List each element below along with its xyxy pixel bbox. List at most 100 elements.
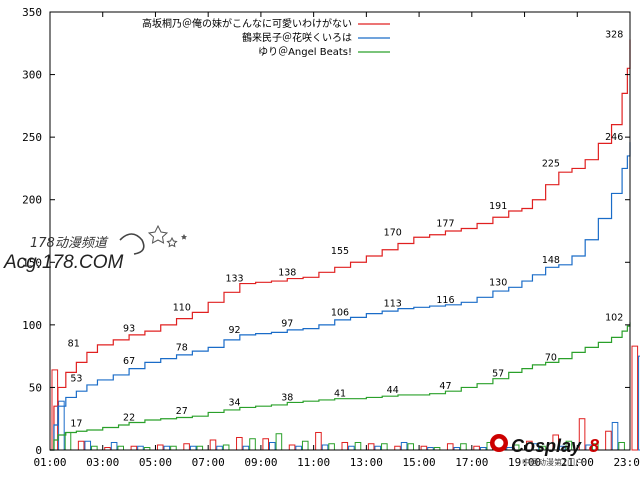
- y-tick-label: 50: [29, 381, 42, 394]
- watermark-178: 178动漫频道 Acg.178.COM: [3, 224, 187, 273]
- y-tick-label: 200: [22, 194, 42, 207]
- hourly-bar: [196, 445, 204, 451]
- data-label: 133: [225, 274, 243, 285]
- data-label: 97: [281, 319, 293, 330]
- hourly-bar: [156, 444, 164, 451]
- x-tick-label: 03:00: [86, 456, 119, 469]
- data-label: 70: [545, 352, 557, 363]
- hourly-bar: [242, 445, 250, 451]
- star-small-icon: [166, 236, 178, 248]
- hourly-bar: [183, 443, 190, 451]
- data-label: 106: [331, 307, 349, 318]
- swirl-icon: [119, 233, 145, 255]
- hourly-bar: [137, 445, 144, 451]
- data-label: 93: [123, 324, 135, 335]
- hourly-bar: [611, 421, 619, 451]
- star-icon: [147, 224, 169, 244]
- cosplay8-logo-text: Cosplay: [511, 436, 582, 456]
- x-tick-label: 11:00: [297, 456, 330, 469]
- hourly-bar: [301, 440, 309, 451]
- y-tick-label: 350: [22, 6, 42, 19]
- hourly-bar: [631, 345, 639, 451]
- data-label: 177: [436, 218, 454, 229]
- hourly-bar: [315, 431, 322, 451]
- legend-label: 鶴来民子＠花咲くいろは: [242, 31, 352, 44]
- watermark-178-bottom: Acg.178.COM: [3, 252, 123, 273]
- hourly-bar: [407, 443, 414, 451]
- series-line: [50, 322, 631, 451]
- data-label: 110: [173, 302, 191, 313]
- hourly-bar: [77, 440, 85, 451]
- star-tiny-icon: [181, 234, 187, 240]
- cosplay8-subtitle: 中国动漫第1门户: [522, 457, 583, 467]
- hourly-bar: [295, 445, 302, 451]
- cosplay8-logo-inner-icon: [494, 438, 504, 448]
- x-tick-label: 01:00: [33, 456, 66, 469]
- x-tick-label: 09:00: [244, 456, 277, 469]
- hourly-bar: [446, 443, 454, 451]
- hourly-bar: [473, 445, 480, 451]
- data-label: 41: [334, 389, 346, 400]
- data-label: 170: [384, 227, 402, 238]
- hourly-bar: [269, 441, 276, 451]
- hourly-bar: [275, 433, 283, 451]
- data-label: 155: [331, 246, 349, 257]
- legend-label: ゆり＠Angel Beats!: [258, 46, 352, 58]
- hourly-bar: [189, 445, 197, 451]
- hourly-bar: [216, 445, 223, 451]
- data-label: 328: [605, 30, 623, 41]
- hourly-bar: [209, 439, 217, 451]
- hourly-bar: [348, 445, 355, 451]
- data-label: 47: [439, 381, 451, 392]
- data-label: 81: [68, 339, 80, 350]
- hourly-bar: [460, 443, 467, 451]
- x-tick-label: 17:00: [455, 456, 488, 469]
- hourly-bar: [84, 440, 92, 451]
- hourly-bar: [117, 445, 124, 451]
- data-label: 138: [278, 267, 296, 278]
- x-tick-label: 05:00: [139, 456, 172, 469]
- hourly-bar: [222, 444, 230, 451]
- y-tick-label: 150: [22, 256, 42, 269]
- y-tick-label: 300: [22, 69, 42, 82]
- data-label: 34: [228, 397, 240, 408]
- x-tick-label: 15:00: [403, 456, 436, 469]
- y-tick-label: 250: [22, 131, 42, 144]
- data-label: 44: [387, 385, 399, 396]
- hourly-bar: [367, 443, 375, 451]
- hourly-bar: [618, 441, 625, 451]
- data-label: 130: [489, 277, 507, 288]
- data-label: 116: [436, 295, 454, 306]
- hourly-bar: [354, 441, 362, 451]
- hourly-bar: [236, 436, 243, 451]
- hourly-bar: [420, 445, 428, 451]
- hourly-bar: [163, 445, 171, 451]
- data-label: 148: [542, 255, 560, 266]
- cosplay8-logo-number: 8: [589, 436, 599, 456]
- hourly-bar: [638, 355, 640, 451]
- series-line: [50, 142, 631, 451]
- hourly-bar: [328, 443, 335, 451]
- hourly-bar: [91, 445, 98, 451]
- axes: 0 50 100 150 200 250 300 350 01:00 03:00 05:00 07:0…: [22, 6, 640, 469]
- data-label: 246: [605, 132, 623, 143]
- hourly-bar: [110, 441, 118, 451]
- series-lines: [50, 39, 631, 451]
- hourly-bar: [400, 441, 408, 451]
- data-label: 225: [542, 158, 560, 169]
- data-label: 17: [70, 419, 82, 430]
- hourly-bar: [170, 445, 177, 451]
- data-label: 78: [176, 342, 188, 353]
- plot-frame: [49, 11, 631, 451]
- y-tick-label: 100: [22, 319, 42, 332]
- watermark-178-top: 178动漫频道: [30, 236, 109, 251]
- hourly-bar: [374, 445, 382, 451]
- x-tick-label: 23:00: [613, 456, 640, 469]
- legend: 高坂桐乃＠俺の妹がこんなに可愛いわけがない鶴来民子＠花咲くいろはゆり＠Angel…: [142, 17, 390, 58]
- x-tick-label: 19:00: [508, 456, 541, 469]
- data-label: 22: [123, 412, 135, 423]
- y-tick-label: 0: [35, 444, 42, 457]
- hourly-bar: [394, 445, 401, 451]
- data-label: 113: [384, 299, 402, 310]
